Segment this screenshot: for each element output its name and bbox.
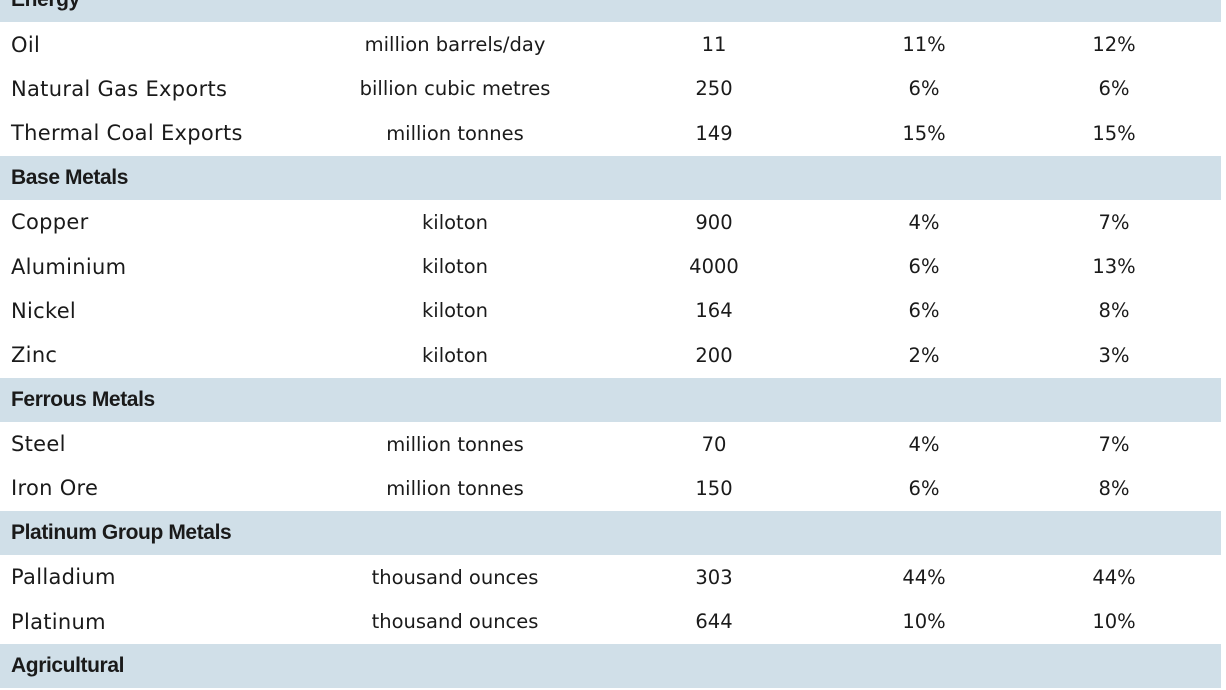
unit-cell: million barrels/day	[364, 33, 546, 57]
category-header: Agricultural	[0, 643, 1221, 689]
share-a-cell: 2%	[908, 343, 940, 367]
value-cell: 150	[695, 476, 733, 500]
category-header: Energy	[0, 0, 1221, 23]
share-a-cell: 4%	[908, 432, 940, 456]
value-cell: 11	[701, 33, 727, 57]
value-cell: 4000	[689, 255, 739, 279]
value-cell: 200	[695, 343, 733, 367]
unit-cell: thousand ounces	[371, 565, 539, 589]
table-row: Aluminium kiloton 4000 6% 13%	[0, 244, 1221, 288]
value-cell: 70	[701, 432, 727, 456]
commodity-cell: Palladium	[11, 565, 116, 590]
table-row: Natural Gas Exports billion cubic metres 2…	[0, 67, 1221, 111]
commodity-cell: Thermal Coal Exports	[11, 121, 243, 146]
share-a-cell: 6%	[908, 299, 940, 323]
value-cell: 164	[695, 299, 733, 323]
table-row: Copper kiloton 900 4% 7%	[0, 200, 1221, 244]
commodity-cell: Aluminium	[11, 254, 127, 279]
commodity-cell: Natural Gas Exports	[11, 76, 228, 101]
commodity-cell: Platinum	[11, 609, 106, 634]
table-row: Thermal Coal Exports million tonnes 149 15%…	[0, 111, 1221, 155]
commodity-cell: Iron Ore	[11, 476, 99, 501]
unit-cell: million tonnes	[386, 476, 524, 500]
share-b-cell: 6%	[1098, 77, 1130, 101]
share-a-cell: 15%	[902, 121, 946, 145]
table-row: Nickel kiloton 164 6% 8%	[0, 289, 1221, 333]
share-b-cell: 8%	[1098, 476, 1130, 500]
table-row: Oil million barrels/day 11 11% 12%	[0, 22, 1221, 66]
unit-cell: kiloton	[422, 343, 488, 367]
share-b-cell: 3%	[1098, 343, 1130, 367]
commodity-cell: Copper	[11, 210, 89, 235]
value-cell: 644	[695, 610, 733, 634]
commodity-cell: Zinc	[11, 343, 58, 368]
value-cell: 149	[695, 121, 733, 145]
share-a-cell: 10%	[902, 610, 946, 634]
share-a-cell: 4%	[908, 210, 940, 234]
commodity-cell: Nickel	[11, 298, 77, 323]
share-b-cell: 7%	[1098, 210, 1130, 234]
unit-cell: billion cubic metres	[359, 77, 551, 101]
table-row: Zinc kiloton 200 2% 3%	[0, 333, 1221, 377]
share-b-cell: 7%	[1098, 432, 1130, 456]
value-cell: 900	[695, 210, 733, 234]
share-a-cell: 6%	[908, 476, 940, 500]
share-b-cell: 15%	[1092, 121, 1136, 145]
table-row: Palladium thousand ounces 303 44% 44%	[0, 555, 1221, 599]
share-a-cell: 6%	[908, 77, 940, 101]
unit-cell: thousand ounces	[371, 610, 539, 634]
share-a-cell: 6%	[908, 255, 940, 279]
table-row: Platinum thousand ounces 644 10% 10%	[0, 599, 1221, 643]
share-b-cell: 44%	[1092, 565, 1136, 589]
share-a-cell: 44%	[902, 565, 946, 589]
category-header: Platinum Group Metals	[0, 510, 1221, 556]
unit-cell: million tonnes	[386, 121, 524, 145]
value-cell: 250	[695, 77, 733, 101]
unit-cell: million tonnes	[386, 432, 524, 456]
commodity-cell: Oil	[11, 32, 41, 57]
share-a-cell: 11%	[902, 33, 946, 57]
share-b-cell: 10%	[1092, 610, 1136, 634]
unit-cell: kiloton	[422, 255, 488, 279]
commodity-cell: Steel	[11, 432, 66, 457]
table-row: Iron Ore million tonnes 150 6% 8%	[0, 466, 1221, 510]
category-header: Ferrous Metals	[0, 377, 1221, 422]
unit-cell: kiloton	[422, 299, 488, 323]
category-header: Base Metals	[0, 155, 1221, 200]
table-row: Steel million tonnes 70 4% 7%	[0, 422, 1221, 466]
value-cell: 303	[695, 565, 733, 589]
share-b-cell: 8%	[1098, 299, 1130, 323]
unit-cell: kiloton	[422, 210, 488, 234]
share-b-cell: 13%	[1092, 255, 1136, 279]
share-b-cell: 12%	[1092, 33, 1136, 57]
